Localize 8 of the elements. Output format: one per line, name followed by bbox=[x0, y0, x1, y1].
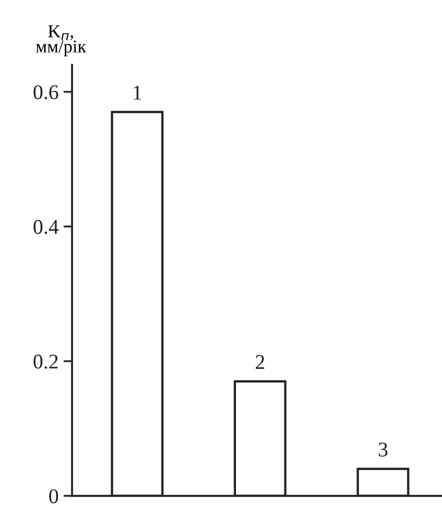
y-tick-label: 0.4 bbox=[34, 220, 59, 234]
y-tick-label: 0.6 bbox=[34, 85, 58, 100]
y-tick-label: 0.2 bbox=[34, 354, 58, 369]
x-tick-label: 3 bbox=[378, 442, 388, 457]
x-tick-label: 2 bbox=[256, 355, 264, 369]
x-tick-label: 1 bbox=[134, 86, 142, 100]
y-tick-label: 0 bbox=[49, 489, 58, 504]
y-axis-title: K$_{п}$, мм/рік bbox=[36, 25, 86, 56]
